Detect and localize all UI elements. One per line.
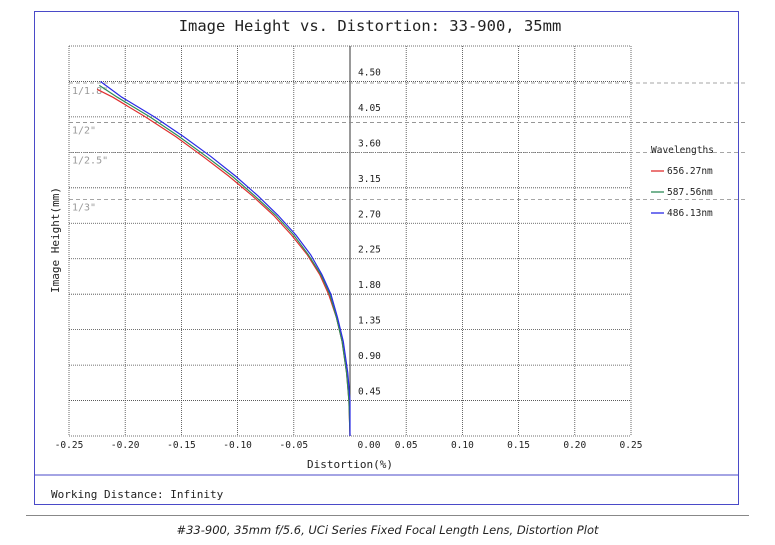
x-tick-label: 0.25 bbox=[620, 440, 643, 451]
x-tick-label: -0.25 bbox=[55, 440, 84, 451]
series-line-486.13nm bbox=[100, 81, 351, 436]
chart-frame bbox=[34, 11, 739, 505]
x-tick-label: 0.05 bbox=[395, 440, 418, 451]
y-tick-label: 4.05 bbox=[358, 103, 381, 114]
x-tick-label: -0.20 bbox=[111, 440, 140, 451]
legend-label: 587.56nm bbox=[667, 187, 713, 198]
series-line-656.27nm bbox=[96, 88, 351, 437]
working-distance-label: Working Distance: Infinity bbox=[51, 488, 224, 501]
legend-title: Wavelengths bbox=[651, 145, 714, 156]
y-tick-label: 1.35 bbox=[358, 316, 381, 327]
sensor-format-label: 1/1.8" bbox=[72, 86, 108, 97]
figure-caption: #33-900, 35mm f/5.6, UCi Series Fixed Fo… bbox=[176, 523, 599, 537]
sensor-format-label: 1/2.5" bbox=[72, 155, 108, 166]
legend: 656.27nm 587.56nm 486.13nm bbox=[651, 166, 713, 219]
x-tick-label: 0.10 bbox=[451, 440, 474, 451]
y-tick-label: 0.90 bbox=[358, 351, 381, 362]
sensor-format-label: 1/2" bbox=[72, 125, 96, 136]
x-tick-label: 0.20 bbox=[563, 440, 586, 451]
legend-label: 656.27nm bbox=[667, 166, 713, 177]
chart-title: Image Height vs. Distortion: 33-900, 35m… bbox=[179, 17, 562, 35]
series-line-587.56nm bbox=[98, 84, 351, 437]
legend-label: 486.13nm bbox=[667, 208, 713, 219]
x-tick-label: 0.00 bbox=[358, 440, 381, 451]
y-tick-label: 2.25 bbox=[358, 245, 381, 256]
y-tick-label: 1.80 bbox=[358, 280, 381, 291]
y-tick-label: 2.70 bbox=[358, 209, 381, 220]
y-axis-label: Image Height(mm) bbox=[49, 187, 62, 293]
y-tick-label: 0.45 bbox=[358, 387, 381, 398]
caption-divider bbox=[26, 515, 749, 516]
y-tick-label: 4.50 bbox=[358, 67, 381, 78]
y-tick-label: 3.60 bbox=[358, 138, 381, 149]
x-axis-label: Distortion(%) bbox=[307, 458, 393, 471]
sensor-format-label: 1/3" bbox=[72, 203, 96, 214]
x-tick-label: -0.05 bbox=[279, 440, 308, 451]
x-tick-label: 0.15 bbox=[507, 440, 530, 451]
x-tick-label: -0.15 bbox=[167, 440, 196, 451]
x-tick-label: -0.10 bbox=[223, 440, 252, 451]
y-tick-label: 3.15 bbox=[358, 174, 381, 185]
